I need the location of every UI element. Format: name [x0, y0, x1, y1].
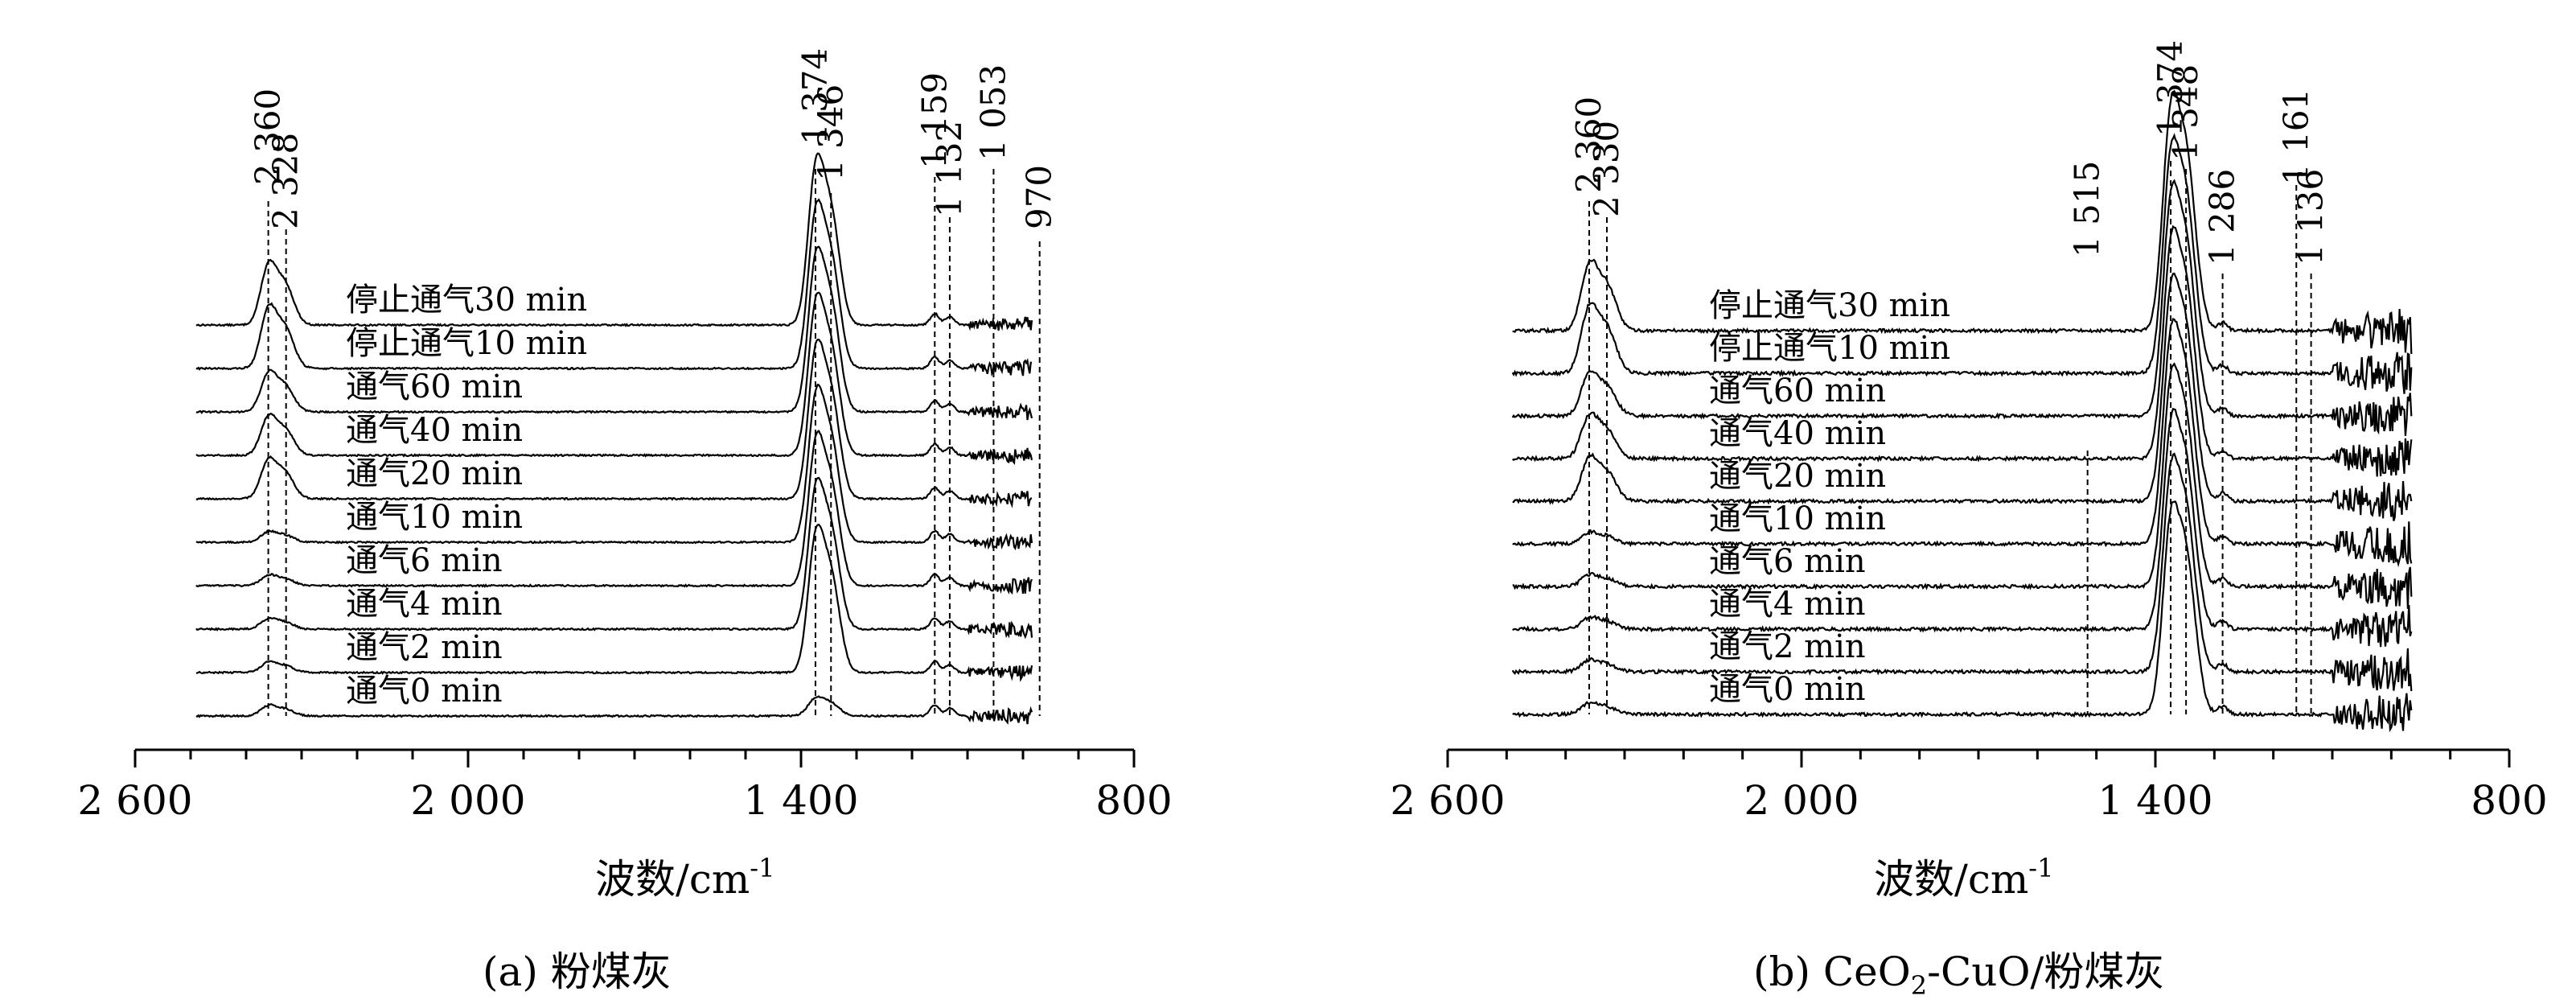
x-tick-label: 2 600 — [77, 777, 192, 824]
panel-a-caption: (a) 粉煤灰 — [483, 948, 672, 995]
x-tick-label: 2 000 — [1744, 777, 1859, 824]
peak-marker-label: 2 328 — [266, 133, 306, 229]
peak-marker-label: 1 374 — [2151, 40, 2190, 137]
x-tick-label: 1 400 — [2097, 777, 2212, 824]
spectrum-label: 通气10 min — [1709, 500, 1886, 537]
spectrum-trace — [1512, 89, 2413, 355]
spectrum-trace — [1512, 318, 2413, 568]
spectrum-trace — [1511, 179, 2413, 436]
spectrum-trace — [195, 430, 1033, 595]
peak-marker-label: 2 360 — [1569, 97, 1608, 193]
spectrum-trace — [195, 523, 1033, 682]
spectrum-label: 通气6 min — [1709, 543, 1866, 580]
panel-b-caption: (b) CeO2-CuO/粉煤灰 — [1753, 940, 2164, 1001]
spectrum-trace — [1512, 500, 2413, 733]
spectrum-label: 通气4 min — [346, 586, 503, 623]
peak-marker-label: 2 360 — [249, 88, 288, 185]
spectrum-label: 通气40 min — [1709, 415, 1886, 452]
spectrum-trace — [195, 383, 1033, 551]
spectrum-label: 停止通气10 min — [346, 325, 587, 362]
spectrum-label: 通气20 min — [346, 455, 523, 492]
spectrum-label: 停止通气30 min — [1709, 287, 1950, 324]
spectrum-label: 通气6 min — [346, 542, 503, 579]
spectrum-label: 通气2 min — [346, 629, 503, 666]
spectrum-trace — [1512, 272, 2413, 521]
peak-marker-label: 1 161 — [2276, 88, 2315, 185]
spectrum-trace — [195, 152, 1033, 331]
peak-marker-label: 1 159 — [914, 72, 954, 169]
peak-marker-label: 1 346 — [811, 84, 850, 181]
panel-b-caption-part2: -CuO/粉煤灰 — [1927, 948, 2165, 995]
panel-b-caption-part1: (b) CeO — [1753, 948, 1911, 995]
spectrum-label: 通气0 min — [1709, 671, 1866, 708]
peak-marker-label: 1 515 — [2068, 161, 2107, 257]
panel-b-caption-subscript: 2 — [1910, 970, 1928, 1001]
spectrum-label: 停止通气30 min — [346, 282, 587, 319]
spectrum-label: 通气0 min — [346, 673, 503, 710]
x-tick-label: 1 400 — [743, 777, 858, 824]
spectrum-trace — [1511, 452, 2413, 692]
peak-marker-label: 1 136 — [2291, 169, 2331, 265]
spectrum-label: 通气60 min — [346, 368, 523, 405]
spectrum-label: 通气2 min — [1709, 628, 1866, 665]
peak-marker-label: 2 330 — [1587, 121, 1626, 217]
x-tick-label: 2 600 — [1390, 777, 1505, 824]
spectrum-trace — [195, 338, 1033, 508]
x-axis-title: 波数/cm-1 — [595, 853, 774, 903]
spectrum-label: 通气4 min — [1709, 586, 1866, 623]
x-axis-title-exponent: -1 — [750, 853, 774, 883]
peak-marker-label: 1 374 — [795, 48, 835, 145]
spectrum-trace — [1512, 407, 2413, 648]
peak-marker-label: 1 132 — [930, 121, 969, 217]
x-axis-title-exponent: -1 — [2028, 853, 2053, 883]
spectrum-trace — [195, 198, 1033, 377]
x-tick-label: 2 000 — [410, 777, 525, 824]
peak-marker-label: 970 — [1020, 165, 1059, 229]
spectrum-label: 通气20 min — [1709, 458, 1886, 495]
x-axis-title-base: 波数/cm — [595, 856, 750, 903]
panel-b-chart: 2 600 2 000 1 400 800 波数/cm-1 停止通气30 min 停止通气1… — [1390, 40, 2547, 903]
peak-marker-label: 1 053 — [973, 64, 1013, 161]
spectrum-label: 通气60 min — [1709, 372, 1886, 409]
peak-marker-label: 1 348 — [2166, 64, 2205, 161]
x-tick-label: 800 — [1095, 777, 1172, 824]
spectrum-trace — [1512, 362, 2413, 609]
spectrum-trace — [1511, 133, 2413, 394]
spectrum-trace — [195, 476, 1033, 640]
peak-marker-label: 1 286 — [2203, 169, 2242, 265]
spectrum-label: 停止通气10 min — [1709, 330, 1950, 367]
spectrum-trace — [195, 695, 1033, 725]
panel-a-chart: 2 600 2 000 1 400 800 波数/cm-1 停止通气30 min 停止通气1… — [77, 48, 1172, 903]
spectrum-label: 通气40 min — [346, 412, 523, 449]
x-axis-title: 波数/cm-1 — [1874, 853, 2053, 903]
x-tick-label: 800 — [2471, 777, 2547, 824]
spectrum-trace — [195, 245, 1033, 421]
spectrum-label: 通气10 min — [346, 499, 523, 536]
spectrum-trace — [195, 291, 1033, 466]
x-axis-title-base: 波数/cm — [1874, 856, 2028, 903]
spectrum-trace — [1512, 224, 2413, 477]
